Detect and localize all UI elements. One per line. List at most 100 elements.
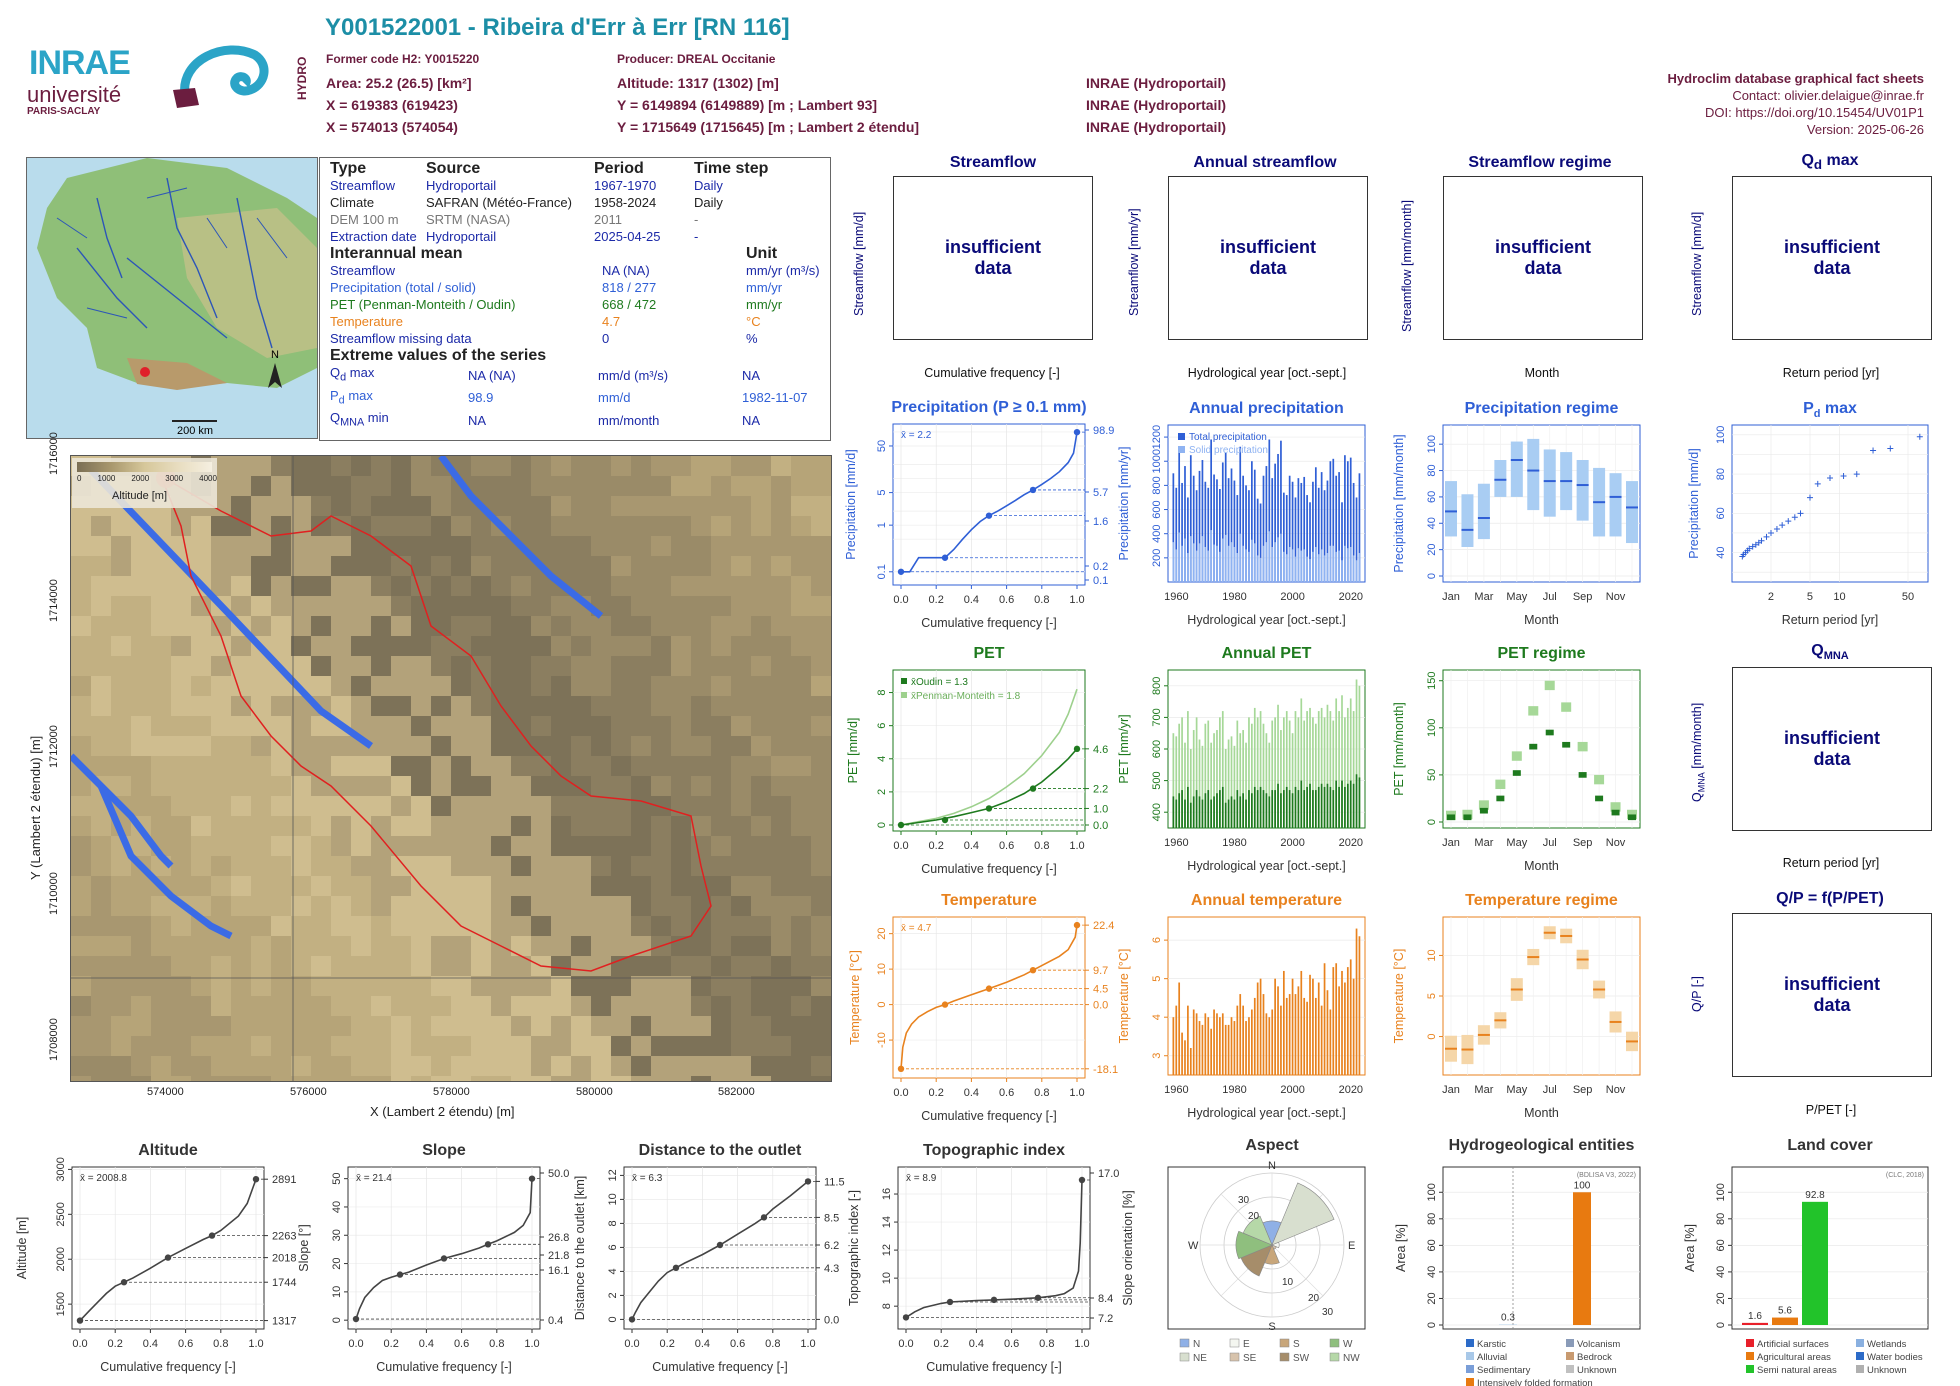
x-tick-label: 0.2 bbox=[929, 840, 944, 852]
legend-swatch bbox=[1279, 1352, 1290, 1362]
inter-value: 4.7 bbox=[602, 314, 621, 329]
x-tick-label: 0.8 bbox=[213, 1338, 228, 1350]
dem-cell bbox=[651, 496, 671, 516]
y-axis-label: Area [%] bbox=[1683, 1224, 1697, 1272]
dem-cell bbox=[491, 496, 511, 516]
dem-cell bbox=[731, 456, 751, 476]
y-axis-label: Altitude [m] bbox=[15, 1217, 29, 1280]
bar bbox=[1346, 967, 1349, 1075]
dem-cell bbox=[611, 616, 631, 636]
y-tick-label: 12 bbox=[607, 1169, 619, 1181]
dem-cell bbox=[91, 616, 111, 636]
chart-title: Annual temperature bbox=[1191, 892, 1342, 909]
y-tick-label: 80 bbox=[1426, 1213, 1438, 1225]
bar bbox=[1195, 550, 1198, 582]
bar bbox=[1201, 799, 1204, 828]
dem-cell bbox=[731, 616, 751, 636]
dem-cell bbox=[91, 636, 111, 656]
y-tick-label: 50 bbox=[331, 1173, 343, 1185]
quantile-point bbox=[946, 1298, 954, 1306]
x-tick-label: 0.4 bbox=[419, 1338, 434, 1350]
dem-cell bbox=[391, 456, 411, 476]
dem-cell bbox=[431, 716, 451, 736]
right-quantile-label: 0.0 bbox=[1093, 820, 1108, 832]
right-quantile-label: 8.5 bbox=[824, 1212, 839, 1224]
bar bbox=[1312, 551, 1314, 582]
dem-cell bbox=[231, 576, 251, 596]
bar bbox=[1297, 790, 1300, 828]
x-tick-label: 0.6 bbox=[999, 594, 1014, 606]
regime-box-penman bbox=[1594, 774, 1605, 785]
dem-cell bbox=[111, 556, 131, 576]
dem-cell bbox=[211, 616, 231, 636]
dem-cell bbox=[451, 516, 471, 536]
dem-cell bbox=[591, 656, 611, 676]
dem-cell bbox=[371, 756, 391, 776]
dem-cell bbox=[291, 696, 311, 716]
dem-cell bbox=[291, 616, 311, 636]
x-tick-label: May bbox=[1506, 1084, 1527, 1096]
dem-cell bbox=[371, 656, 391, 676]
dem-cell bbox=[331, 616, 351, 636]
dem-cell bbox=[531, 676, 551, 696]
dem-cell bbox=[371, 716, 391, 736]
dem-cell bbox=[711, 596, 731, 616]
dem-cell bbox=[571, 736, 591, 756]
dem-cell bbox=[371, 616, 391, 636]
dem-cell bbox=[531, 776, 551, 796]
x-tick-label: 0.6 bbox=[730, 1338, 745, 1350]
x-tick-label: Nov bbox=[1606, 837, 1626, 849]
dem-cell bbox=[631, 756, 651, 776]
dem-cell bbox=[131, 736, 151, 756]
dem-cell bbox=[451, 736, 471, 756]
dem-cell bbox=[771, 596, 791, 616]
dem-cell bbox=[551, 516, 571, 536]
source-note: (CLC, 2018) bbox=[1886, 1172, 1924, 1179]
bar bbox=[1277, 537, 1279, 582]
bar bbox=[1172, 796, 1175, 828]
bar bbox=[1198, 796, 1201, 828]
dem-cell bbox=[511, 516, 531, 536]
y-tick-label: 60 bbox=[1426, 491, 1438, 503]
dem-cell bbox=[671, 676, 691, 696]
inrae-logo: INRAE bbox=[29, 44, 131, 82]
dem-cell bbox=[191, 596, 211, 616]
map-scale-label: 200 km bbox=[177, 425, 213, 437]
bar bbox=[1312, 978, 1314, 1075]
dem-cell bbox=[371, 776, 391, 796]
dem-cell bbox=[351, 776, 371, 796]
dem-cell bbox=[91, 716, 111, 736]
dem-cell bbox=[491, 616, 511, 636]
metadata-box: Type Source Period Time step Streamflow H… bbox=[319, 157, 831, 441]
right-quantile-label: 2.2 bbox=[1093, 784, 1108, 796]
quantile-point bbox=[164, 1254, 172, 1261]
quantile-point bbox=[440, 1255, 448, 1262]
ext-unit: mm/d bbox=[598, 390, 631, 406]
dem-cell bbox=[111, 596, 131, 616]
chart-title: Hydrogeological entities bbox=[1449, 1137, 1635, 1154]
dem-cell bbox=[611, 456, 631, 476]
dem-cell bbox=[151, 736, 171, 756]
dem-cell bbox=[651, 576, 671, 596]
bar bbox=[1245, 1021, 1247, 1075]
dem-cell bbox=[311, 716, 331, 736]
dem-cell bbox=[571, 776, 591, 796]
dem-cell bbox=[691, 536, 711, 556]
dem-cell bbox=[631, 776, 651, 796]
dem-cell bbox=[211, 696, 231, 716]
dem-cell bbox=[491, 576, 511, 596]
dem-cell bbox=[91, 756, 111, 776]
dem-cell bbox=[571, 536, 591, 556]
dem-cell bbox=[451, 616, 471, 636]
dem-cell bbox=[411, 456, 431, 476]
bar bbox=[1349, 546, 1352, 582]
dem-cell bbox=[451, 596, 471, 616]
x-tick-label: 2000 bbox=[1280, 591, 1304, 603]
legend-penman: x̄Penman-Monteith = 1.8 bbox=[911, 691, 1021, 702]
legend-label: N bbox=[1193, 1339, 1200, 1350]
rose-axis-w: W bbox=[1188, 1240, 1199, 1252]
bar bbox=[1192, 796, 1195, 828]
dem-cell bbox=[331, 676, 351, 696]
legend-label: NW bbox=[1343, 1353, 1360, 1364]
source-2: INRAE (Hydroportail) bbox=[1086, 97, 1226, 113]
